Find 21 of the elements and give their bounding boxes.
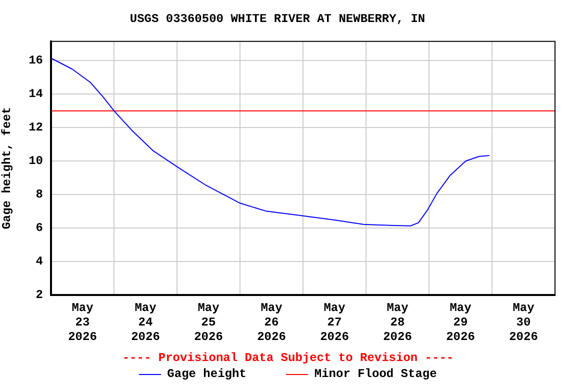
y-tick-label: 14	[28, 87, 43, 102]
y-tick-label: 16	[28, 54, 43, 68]
chart-title: USGS 03360500 WHITE RIVER AT NEWBERRY, IN	[130, 12, 426, 26]
x-tick-label: May 30 2026	[509, 301, 538, 344]
x-tick-label: May 25 2026	[194, 301, 223, 344]
text: ---- Provisional Data Subject to Revision ----	[121, 350, 455, 366]
x-tick-label: May 29 2026	[446, 301, 475, 344]
y-tick-label: 2	[36, 288, 43, 302]
y-tick-label: 4	[36, 254, 43, 268]
y-tick-label: 6	[36, 220, 43, 235]
legend-label: Minor Flood Stage	[314, 366, 437, 382]
x-tick-label: May 23 2026	[68, 301, 97, 344]
x-tick-label: May 24 2026	[131, 301, 160, 344]
y-axis-title: Gage height, feet	[0, 106, 14, 230]
y-tick-label: 10	[28, 154, 43, 168]
y-tick-label: 12	[28, 120, 43, 135]
x-tick-label: May 28 2026	[383, 301, 412, 344]
legend-label: Gage height	[167, 366, 246, 382]
y-tick-label: 8	[36, 187, 43, 202]
x-tick-label: May 26 2026	[257, 301, 286, 344]
x-tick-label: May 27 2026	[320, 301, 349, 344]
